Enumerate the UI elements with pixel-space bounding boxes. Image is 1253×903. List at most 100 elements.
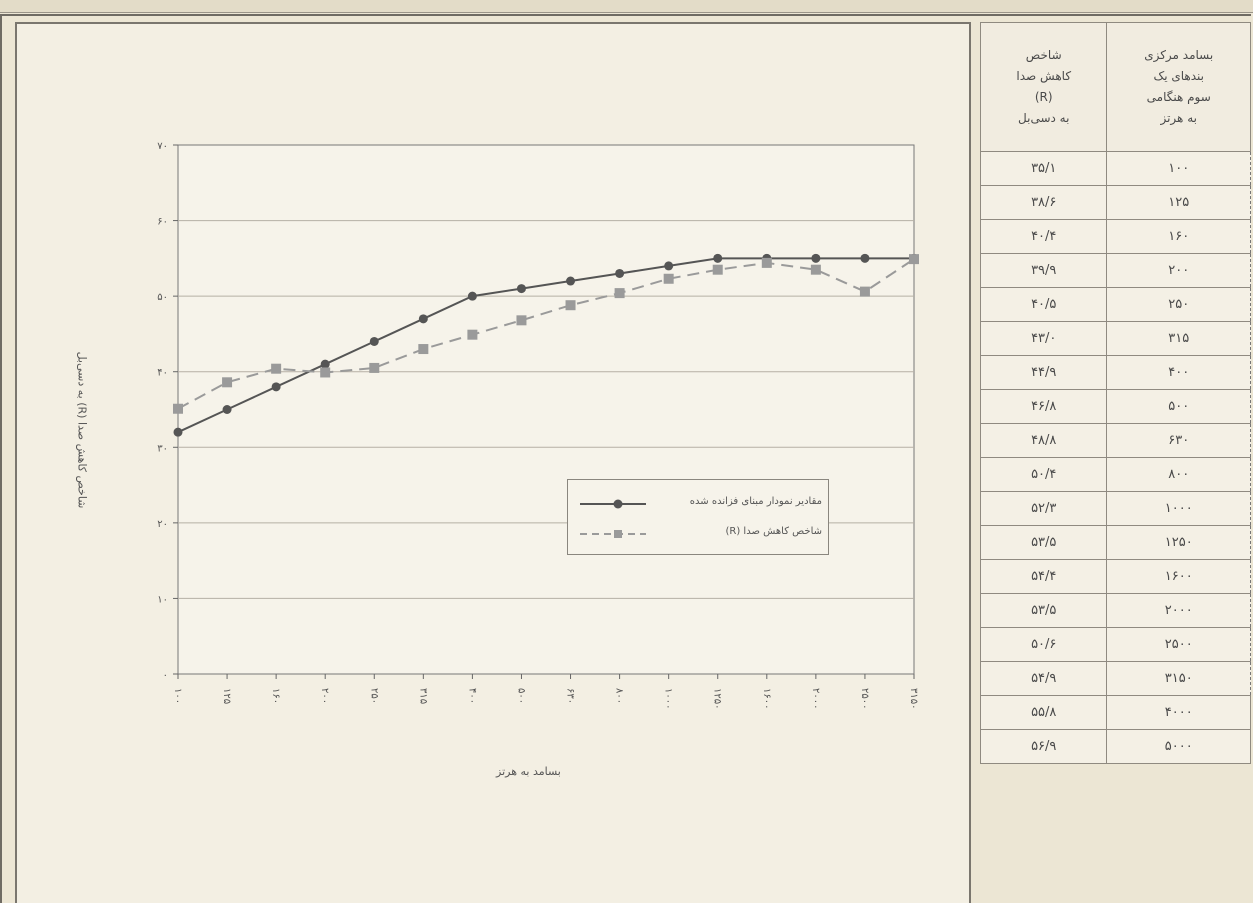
data-point-square <box>173 403 183 414</box>
data-point-square <box>614 288 625 299</box>
frequency-table: شاخص کاهش صدا (R) به دسی‌بل بسامد مرکزی … <box>979 22 1251 764</box>
data-point-circle <box>320 359 330 369</box>
x-tick-label: ۴۰۰ <box>466 688 477 704</box>
cell-frequency: ۲۵۰۰ <box>1106 627 1251 662</box>
top-strip <box>0 0 1253 13</box>
data-point-square <box>810 264 821 275</box>
table-row: ۵۴/۹ ۳۱۵۰ <box>979 661 1251 696</box>
data-point-circle <box>811 253 821 263</box>
cell-frequency: ۱۲۵۰ <box>1106 525 1251 560</box>
cell-r-value: ۴۶/۸ <box>979 389 1108 424</box>
cell-frequency: ۱۲۵ <box>1106 185 1251 220</box>
x-tick-label: ۲۵۰ <box>368 688 379 704</box>
x-tick-label: ۲۵۰۰ <box>859 688 870 709</box>
cell-r-value: ۵۰/۴ <box>979 457 1108 492</box>
table-row: ۵۵/۸ ۴۰۰۰ <box>979 695 1251 730</box>
table-row: ۴۶/۸ ۵۰۰ <box>979 389 1251 424</box>
data-point-circle <box>467 291 477 301</box>
table-row: ۴۴/۹ ۴۰۰ <box>979 355 1251 390</box>
table-row: ۴۰/۵ ۲۵۰ <box>979 287 1251 322</box>
x-tick-label: ۱۰۰ <box>172 688 183 704</box>
cell-frequency: ۴۰۰۰ <box>1106 695 1251 730</box>
cell-r-value: ۴۰/۵ <box>979 287 1108 322</box>
legend-circle-line-icon <box>580 499 646 509</box>
cell-frequency: ۲۰۰ <box>1106 253 1251 288</box>
cell-frequency: ۴۰۰ <box>1106 355 1251 390</box>
x-tick-label: ۱۲۵۰ <box>712 688 723 709</box>
data-point-square <box>663 273 674 284</box>
series-line-base-curve <box>177 257 914 434</box>
cell-frequency: ۵۰۰۰ <box>1106 729 1251 764</box>
data-point-square <box>271 363 282 374</box>
cell-frequency: ۳۱۵۰ <box>1106 661 1251 696</box>
table-row: ۴۳/۰ ۳۱۵ <box>979 321 1251 356</box>
cell-frequency: ۸۰۰ <box>1106 457 1251 492</box>
cell-r-value: ۴۸/۸ <box>979 423 1108 458</box>
data-point-square <box>222 377 233 388</box>
data-point-square <box>516 315 527 326</box>
cell-r-value: ۴۰/۴ <box>979 219 1108 254</box>
chart-legend: مقادیر نمودار مبنای فزانده شده شاخص کاهش… <box>567 479 829 555</box>
y-tick-label: ۶۰ <box>157 217 168 228</box>
cell-r-value: ۵۵/۸ <box>979 695 1108 730</box>
cell-r-value: ۵۳/۵ <box>979 593 1108 628</box>
data-point-circle <box>271 382 281 392</box>
x-tick-label: ۳۱۵۰ <box>908 688 919 709</box>
x-tick-label: ۱۲۵ <box>221 688 232 704</box>
legend-square-dashed-icon <box>580 530 646 538</box>
data-point-square <box>320 367 331 378</box>
legend-item-r-index: شاخص کاهش صدا (R) <box>568 524 830 544</box>
y-axis-title: شاخص کاهش صدا (R) به دسی‌بل <box>75 351 89 509</box>
cell-frequency: ۱۰۰ <box>1106 151 1251 186</box>
table-row: ۳۵/۱ ۱۰۰ <box>979 151 1251 186</box>
table-row: ۴۰/۴ ۱۶۰ <box>979 219 1251 254</box>
cell-r-value: ۵۴/۴ <box>979 559 1108 594</box>
data-point-square <box>859 286 870 297</box>
cell-r-value: ۴۴/۹ <box>979 355 1108 390</box>
line-chart: ۰ ۱۰ ۲۰ ۳۰ ۴۰ ۵۰ ۶۰ ۷۰ ۱۰۰ ۱۲۵ ۱۶۰ ۲۰۰ ۲۵۰ ۳۱۵ ۴۰۰ ۵۰۰ ۶… <box>157 141 919 709</box>
cell-frequency: ۱۶۰۰ <box>1106 559 1251 594</box>
x-tick-label: ۱۶۰۰ <box>761 688 772 709</box>
x-tick-label: ۸۰۰ <box>614 688 625 704</box>
table-row: ۵۳/۵ ۲۰۰۰ <box>979 593 1251 628</box>
table-row: ۳۹/۹ ۲۰۰ <box>979 253 1251 288</box>
x-tick-label: ۲۰۰ <box>319 688 330 704</box>
y-tick-label: ۷۰ <box>157 141 168 152</box>
page-frame <box>0 14 1251 903</box>
cell-r-value: ۵۰/۶ <box>979 627 1108 662</box>
cell-r-value: ۵۲/۳ <box>979 491 1108 526</box>
cell-frequency: ۱۰۰۰ <box>1106 491 1251 526</box>
data-point-circle <box>222 405 232 414</box>
table-row: ۵۶/۹ ۵۰۰۰ <box>979 729 1251 764</box>
data-point-square <box>467 329 478 340</box>
cell-frequency: ۶۳۰ <box>1106 423 1251 458</box>
data-point-circle <box>713 253 723 263</box>
y-tick-label: ۲۰ <box>157 519 168 530</box>
data-point-square <box>761 257 772 268</box>
cell-r-value: ۳۵/۱ <box>979 151 1108 186</box>
legend-label-base-curve: مقادیر نمودار مبنای فزانده شده <box>689 496 822 507</box>
data-point-circle <box>418 314 428 324</box>
x-tick-label: ۱۰۰۰ <box>663 688 674 709</box>
cell-frequency: ۳۱۵ <box>1106 321 1251 356</box>
series-line-r-index <box>177 258 915 410</box>
y-tick-label: ۴۰ <box>157 368 168 379</box>
cell-r-value: ۴۳/۰ <box>979 321 1108 356</box>
cell-frequency: ۵۰۰ <box>1106 389 1251 424</box>
x-tick-label: ۳۱۵ <box>417 688 428 704</box>
x-tick-label: ۲۰۰۰ <box>810 688 821 709</box>
table-row: ۵۰/۶ ۲۵۰۰ <box>979 627 1251 662</box>
y-tick-label: ۵۰ <box>157 292 168 303</box>
y-tick-label: ۱۰ <box>157 594 168 605</box>
data-point-square <box>909 254 919 265</box>
data-point-square <box>418 344 429 355</box>
table-header-row: شاخص کاهش صدا (R) به دسی‌بل بسامد مرکزی … <box>979 22 1251 152</box>
cell-r-value: ۳۹/۹ <box>979 253 1108 288</box>
data-point-circle <box>615 268 625 278</box>
cell-r-value: ۵۳/۵ <box>979 525 1108 560</box>
data-point-square <box>712 264 723 275</box>
table-row: ۳۸/۶ ۱۲۵ <box>979 185 1251 220</box>
plot-area <box>177 144 915 675</box>
data-point-circle <box>566 276 576 286</box>
x-tick-label: ۶۳۰ <box>565 688 576 704</box>
